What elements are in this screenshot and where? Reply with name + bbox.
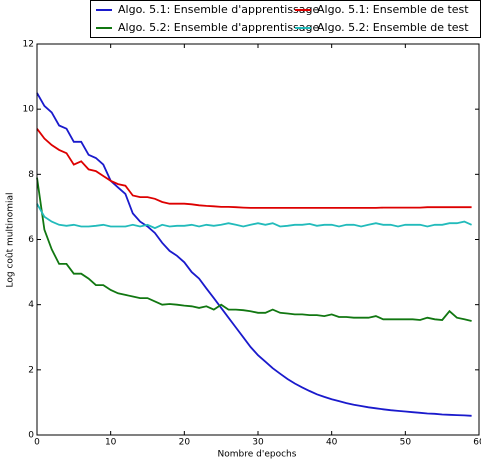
x-tick-label: 60 <box>473 438 481 448</box>
x-tick-label: 0 <box>34 438 40 448</box>
x-tick-label: 50 <box>400 438 412 448</box>
x-tick-label: 30 <box>252 438 264 448</box>
plot-frame <box>36 43 480 436</box>
y-tick-label: 2 <box>28 365 34 375</box>
legend-box <box>90 0 481 38</box>
y-tick-label: 0 <box>28 431 34 441</box>
legend-label: Algo. 5.1: Ensemble d'apprentissage <box>118 3 320 16</box>
line-series <box>36 92 472 417</box>
x-tick-label: 40 <box>326 438 338 448</box>
legend-label: Algo. 5.1: Ensemble de test <box>317 3 469 16</box>
x-axis-label: Nombre d'epochs <box>218 450 297 460</box>
y-axis-label: Log coût multinomial <box>6 193 16 288</box>
line-series <box>36 177 472 322</box>
x-tick-label: 20 <box>179 438 191 448</box>
legend-label: Algo. 5.2: Ensemble de test <box>317 21 469 34</box>
y-tick-label: 4 <box>28 300 34 310</box>
line-series <box>36 128 472 209</box>
y-tick-label: 8 <box>28 170 34 180</box>
y-tick-label: 6 <box>28 235 34 245</box>
x-tick-label: 10 <box>105 438 117 448</box>
line-series <box>36 203 472 230</box>
y-tick-label: 12 <box>23 40 34 50</box>
y-tick-label: 10 <box>23 105 35 115</box>
legend-label: Algo. 5.2: Ensemble d'apprentissage <box>118 21 320 34</box>
